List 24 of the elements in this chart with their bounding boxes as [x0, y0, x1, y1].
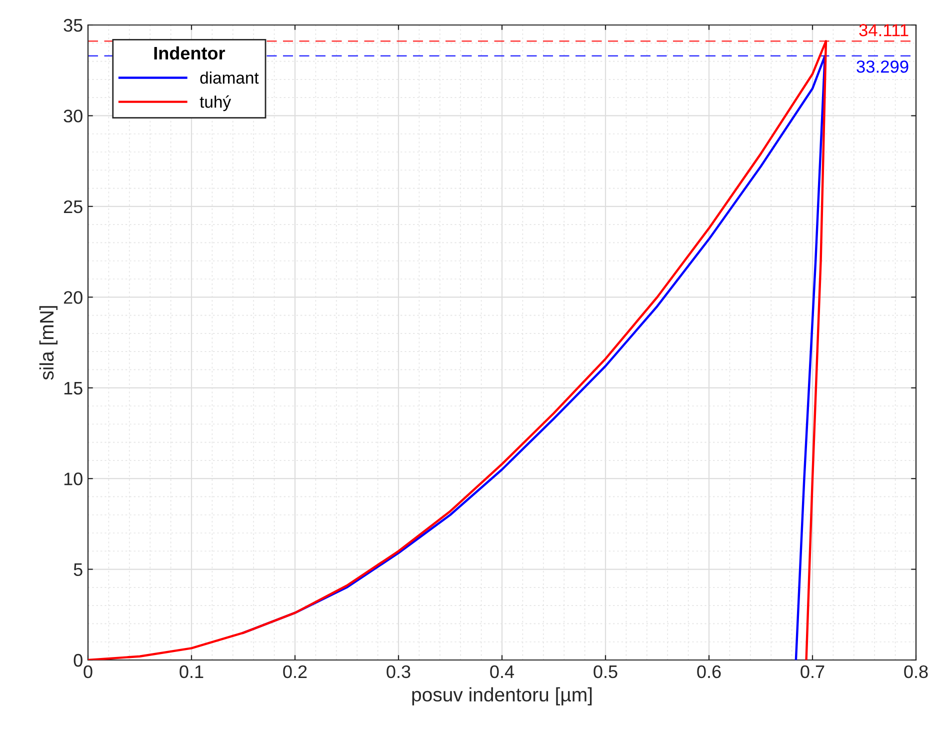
y-tick-label: 25 — [64, 200, 82, 214]
y-tick-label: 15 — [64, 382, 82, 395]
legend-title: Indentor — [154, 46, 226, 60]
ref-line-label: 33.299 — [856, 60, 908, 73]
x-tick-label: 0.4 — [490, 665, 514, 678]
y-tick-label: 35 — [64, 18, 82, 32]
x-tick-label: 0.2 — [283, 665, 307, 678]
x-tick-label: 0.7 — [800, 665, 824, 678]
x-tick-label: 0.5 — [594, 665, 618, 678]
x-tick-label: 0.3 — [386, 665, 410, 678]
legend-label: diamant — [200, 72, 259, 84]
x-tick-label: 0.6 — [697, 665, 721, 678]
legend-label: tuhý — [200, 95, 232, 112]
y-axis-title: sila [mN] — [39, 306, 58, 380]
y-tick-label: 10 — [64, 472, 82, 486]
y-tick-label: 5 — [74, 563, 82, 576]
y-tick-label: 0 — [74, 654, 82, 667]
y-tick-label: 30 — [64, 110, 82, 122]
x-tick-label: 0.1 — [180, 665, 204, 678]
x-axis-title: posuv indentoru [µm] — [412, 687, 592, 706]
x-tick-label: 0 — [84, 665, 92, 678]
x-tick-label: 0.8 — [904, 665, 928, 678]
y-tick-label: 20 — [64, 291, 82, 304]
ref-line-label: 34.111 — [859, 24, 908, 36]
